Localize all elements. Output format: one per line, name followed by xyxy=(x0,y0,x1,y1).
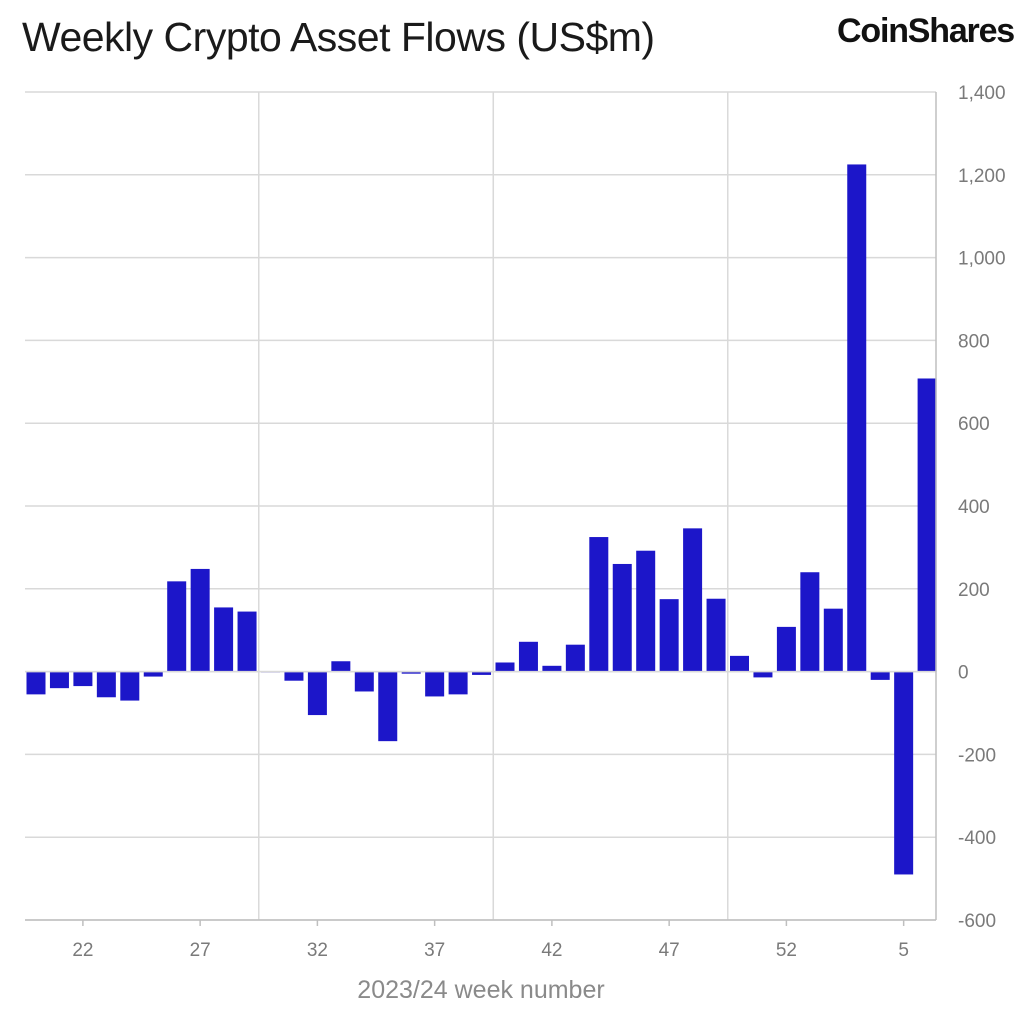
bar xyxy=(472,671,492,675)
bar xyxy=(73,671,93,687)
bar xyxy=(589,537,609,672)
bar xyxy=(26,671,46,695)
bar xyxy=(776,626,796,672)
bar xyxy=(612,563,632,672)
x-tick-label: 27 xyxy=(190,940,211,961)
y-tick-labels: 1,400 1,200 1,000 800 600 400 200 0 -200 -400 -600 xyxy=(958,83,1006,932)
x-tick-label: 42 xyxy=(541,940,562,961)
bar xyxy=(237,611,257,672)
bar xyxy=(120,671,140,701)
bar xyxy=(565,644,585,672)
bar xyxy=(800,572,820,672)
bar xyxy=(331,661,351,672)
y-tick-label: -400 xyxy=(958,828,996,849)
x-axis-title: 2023/24 week number xyxy=(357,976,604,1004)
bar xyxy=(659,599,679,672)
x-tick-label: 22 xyxy=(72,940,93,961)
chart-title: Weekly Crypto Asset Flows (US$m) xyxy=(22,14,655,60)
y-tick-label: 0 xyxy=(958,663,969,684)
x-tick-label: 32 xyxy=(307,940,328,961)
x-tick-label: 5 xyxy=(898,940,909,961)
bar xyxy=(284,671,304,681)
bar xyxy=(730,655,749,672)
x-tick-label: 47 xyxy=(659,940,680,961)
bar xyxy=(847,164,867,672)
bar xyxy=(354,671,374,692)
bar xyxy=(683,528,703,672)
y-tick-label: 1,000 xyxy=(958,249,1006,270)
bar xyxy=(753,671,773,678)
bar xyxy=(425,671,445,697)
bar xyxy=(96,671,116,698)
bar xyxy=(823,608,843,672)
x-tick-labels: 22 27 32 37 42 47 52 5 xyxy=(72,940,909,961)
bar xyxy=(307,671,327,716)
bar xyxy=(542,665,562,672)
bar xyxy=(894,671,914,875)
bar xyxy=(49,671,69,689)
y-tick-label: 600 xyxy=(958,414,990,435)
coinshares-logo: CoinShares xyxy=(837,12,1015,50)
bar xyxy=(518,641,538,672)
bar xyxy=(167,581,187,672)
grid-lines xyxy=(25,91,936,921)
bar xyxy=(143,671,163,677)
y-tick-label: 800 xyxy=(958,331,990,352)
x-tick-label: 37 xyxy=(424,940,445,961)
y-tick-label: -600 xyxy=(958,911,996,932)
y-tick-label: -200 xyxy=(958,745,996,766)
bar xyxy=(870,671,890,680)
bar xyxy=(917,378,937,672)
bar xyxy=(378,671,398,742)
x-tick-label: 52 xyxy=(776,940,797,961)
y-tick-label: 1,400 xyxy=(958,83,1006,104)
bars xyxy=(26,164,937,875)
bar xyxy=(636,550,656,672)
axes xyxy=(25,92,937,926)
bar xyxy=(706,598,726,672)
bar xyxy=(401,671,421,674)
bar xyxy=(495,662,515,672)
bar xyxy=(190,568,210,672)
bar xyxy=(448,671,468,695)
y-tick-label: 400 xyxy=(958,497,990,518)
y-tick-label: 200 xyxy=(958,580,990,601)
y-tick-label: 1,200 xyxy=(958,166,1006,187)
bar xyxy=(214,607,234,672)
